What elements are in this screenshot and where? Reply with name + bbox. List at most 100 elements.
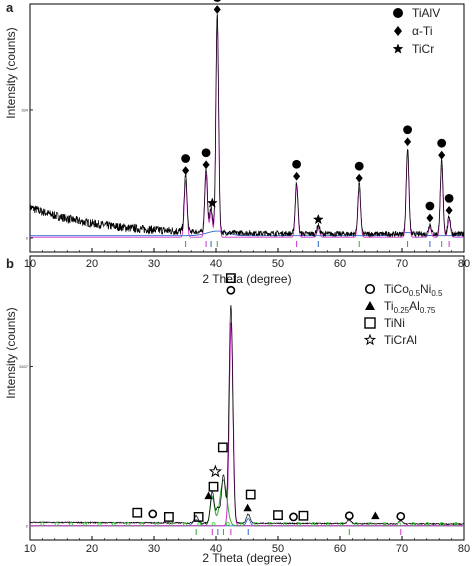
fit-curve-magenta	[30, 18, 464, 238]
panel-b: 10 20 30 40 50 60 70 80 0 2637 2 Theta (degree) Int…	[4, 255, 470, 565]
reference-dot	[240, 522, 244, 526]
reference-dot	[396, 522, 401, 526]
x-axis-label: 2 Theta (degree)	[202, 551, 291, 565]
reference-dot	[439, 522, 444, 526]
filled-circle-marker	[201, 148, 211, 158]
y-tick-label: 0	[26, 524, 29, 529]
reference-dot	[225, 522, 230, 526]
reference-dot	[268, 522, 273, 526]
filled-circle-marker	[403, 125, 412, 135]
reference-dot	[168, 522, 173, 526]
filled-star-marker	[312, 213, 324, 225]
panel-label: a	[6, 0, 14, 15]
open-circle-marker	[396, 511, 406, 521]
reference-dot	[354, 522, 359, 526]
filled-diamond-marker	[355, 173, 363, 183]
filled-diamond-marker	[404, 137, 412, 147]
legend-label: TiCr	[412, 42, 434, 56]
filled-diamond-marker	[202, 160, 210, 170]
filled-diamond-marker	[293, 171, 301, 181]
open-square-marker	[193, 512, 204, 522]
reference-dot	[40, 522, 45, 526]
reference-dot	[83, 522, 88, 526]
x-tick-label: 50	[272, 258, 284, 270]
open-star-legend-icon	[363, 333, 377, 346]
fit-curve-magenta	[30, 322, 464, 527]
reference-dot	[339, 522, 344, 526]
open-square-marker	[217, 442, 228, 453]
reference-dot	[54, 522, 59, 526]
open-square-marker	[225, 273, 236, 284]
legend-label: Ti0.25Al0.75	[384, 299, 436, 315]
open-circle-marker	[344, 511, 354, 521]
reference-dot	[140, 522, 145, 526]
filled-star-legend-icon	[392, 43, 404, 54]
open-square-legend-icon	[364, 317, 376, 329]
filled-triangle-marker	[371, 511, 380, 520]
filled-triangle-marker	[204, 491, 213, 500]
x-tick-label: 30	[148, 258, 160, 270]
legend-label: TiAlV	[412, 6, 440, 20]
measured-pattern	[29, 304, 464, 526]
reference-dot	[111, 522, 116, 526]
legend: TiAlV α-Ti TiCr	[392, 6, 440, 56]
x-tick-label: 80	[458, 543, 470, 555]
x-tick-label: 20	[86, 258, 98, 270]
filled-diamond-marker	[438, 150, 446, 160]
filled-circle-marker	[444, 193, 454, 203]
filled-diamond-legend-icon	[394, 26, 402, 36]
x-tick-label: 60	[334, 543, 346, 555]
reference-dot	[297, 522, 301, 526]
filled-diamond-marker	[426, 213, 434, 223]
reference-dot	[97, 522, 102, 526]
plot-frame	[29, 255, 465, 541]
reference-dot	[411, 522, 416, 526]
reference-dot	[183, 522, 187, 526]
open-circle-marker	[289, 512, 298, 522]
reference-dot	[368, 522, 373, 526]
open-square-marker	[163, 512, 174, 522]
reference-dot	[325, 522, 330, 526]
open-square-marker	[132, 507, 143, 518]
panel-label: b	[6, 256, 14, 271]
reference-dot	[382, 522, 387, 526]
filled-triangle-legend-icon	[365, 301, 375, 310]
filled-diamond-marker	[213, 5, 221, 14]
x-axis-label: 2 Theta (degree)	[202, 272, 291, 286]
filled-circle-marker	[213, 0, 221, 2]
legend-label: TiCrAl	[384, 333, 417, 347]
legend-label: α-Ti	[412, 24, 432, 38]
x-tick-label: 40	[210, 543, 222, 555]
x-tick-label: 10	[24, 543, 36, 555]
open-square-marker	[273, 510, 283, 521]
reference-dot	[211, 522, 216, 526]
filled-diamond-marker	[182, 166, 190, 175]
filled-diamond-marker	[445, 205, 453, 215]
open-square-marker	[208, 481, 219, 492]
filled-triangle-marker	[243, 503, 252, 512]
open-star-marker	[208, 464, 222, 478]
filled-star-marker	[206, 197, 218, 208]
filled-circle-marker	[181, 154, 191, 163]
x-tick-label: 20	[86, 543, 98, 555]
filled-circle-marker	[425, 201, 435, 211]
plot-frame	[29, 3, 465, 253]
open-square-marker	[298, 510, 309, 521]
y-axis-label: Intensity (counts)	[4, 307, 18, 398]
reference-dot	[126, 522, 130, 526]
reference-dot	[425, 522, 430, 526]
reference-dot	[69, 522, 73, 526]
x-tick-label: 50	[272, 543, 284, 555]
y-tick-label: 0	[26, 236, 29, 241]
x-tick-label: 40	[210, 258, 222, 270]
y-axis-label: Intensity (counts)	[4, 27, 18, 118]
reference-dot	[282, 522, 287, 526]
reference-dot	[454, 522, 458, 526]
x-tick-label: 70	[396, 543, 408, 555]
y-tick-label: 2637	[19, 364, 29, 369]
x-tick-label: 70	[396, 258, 408, 270]
open-circle-legend-icon	[364, 283, 376, 295]
